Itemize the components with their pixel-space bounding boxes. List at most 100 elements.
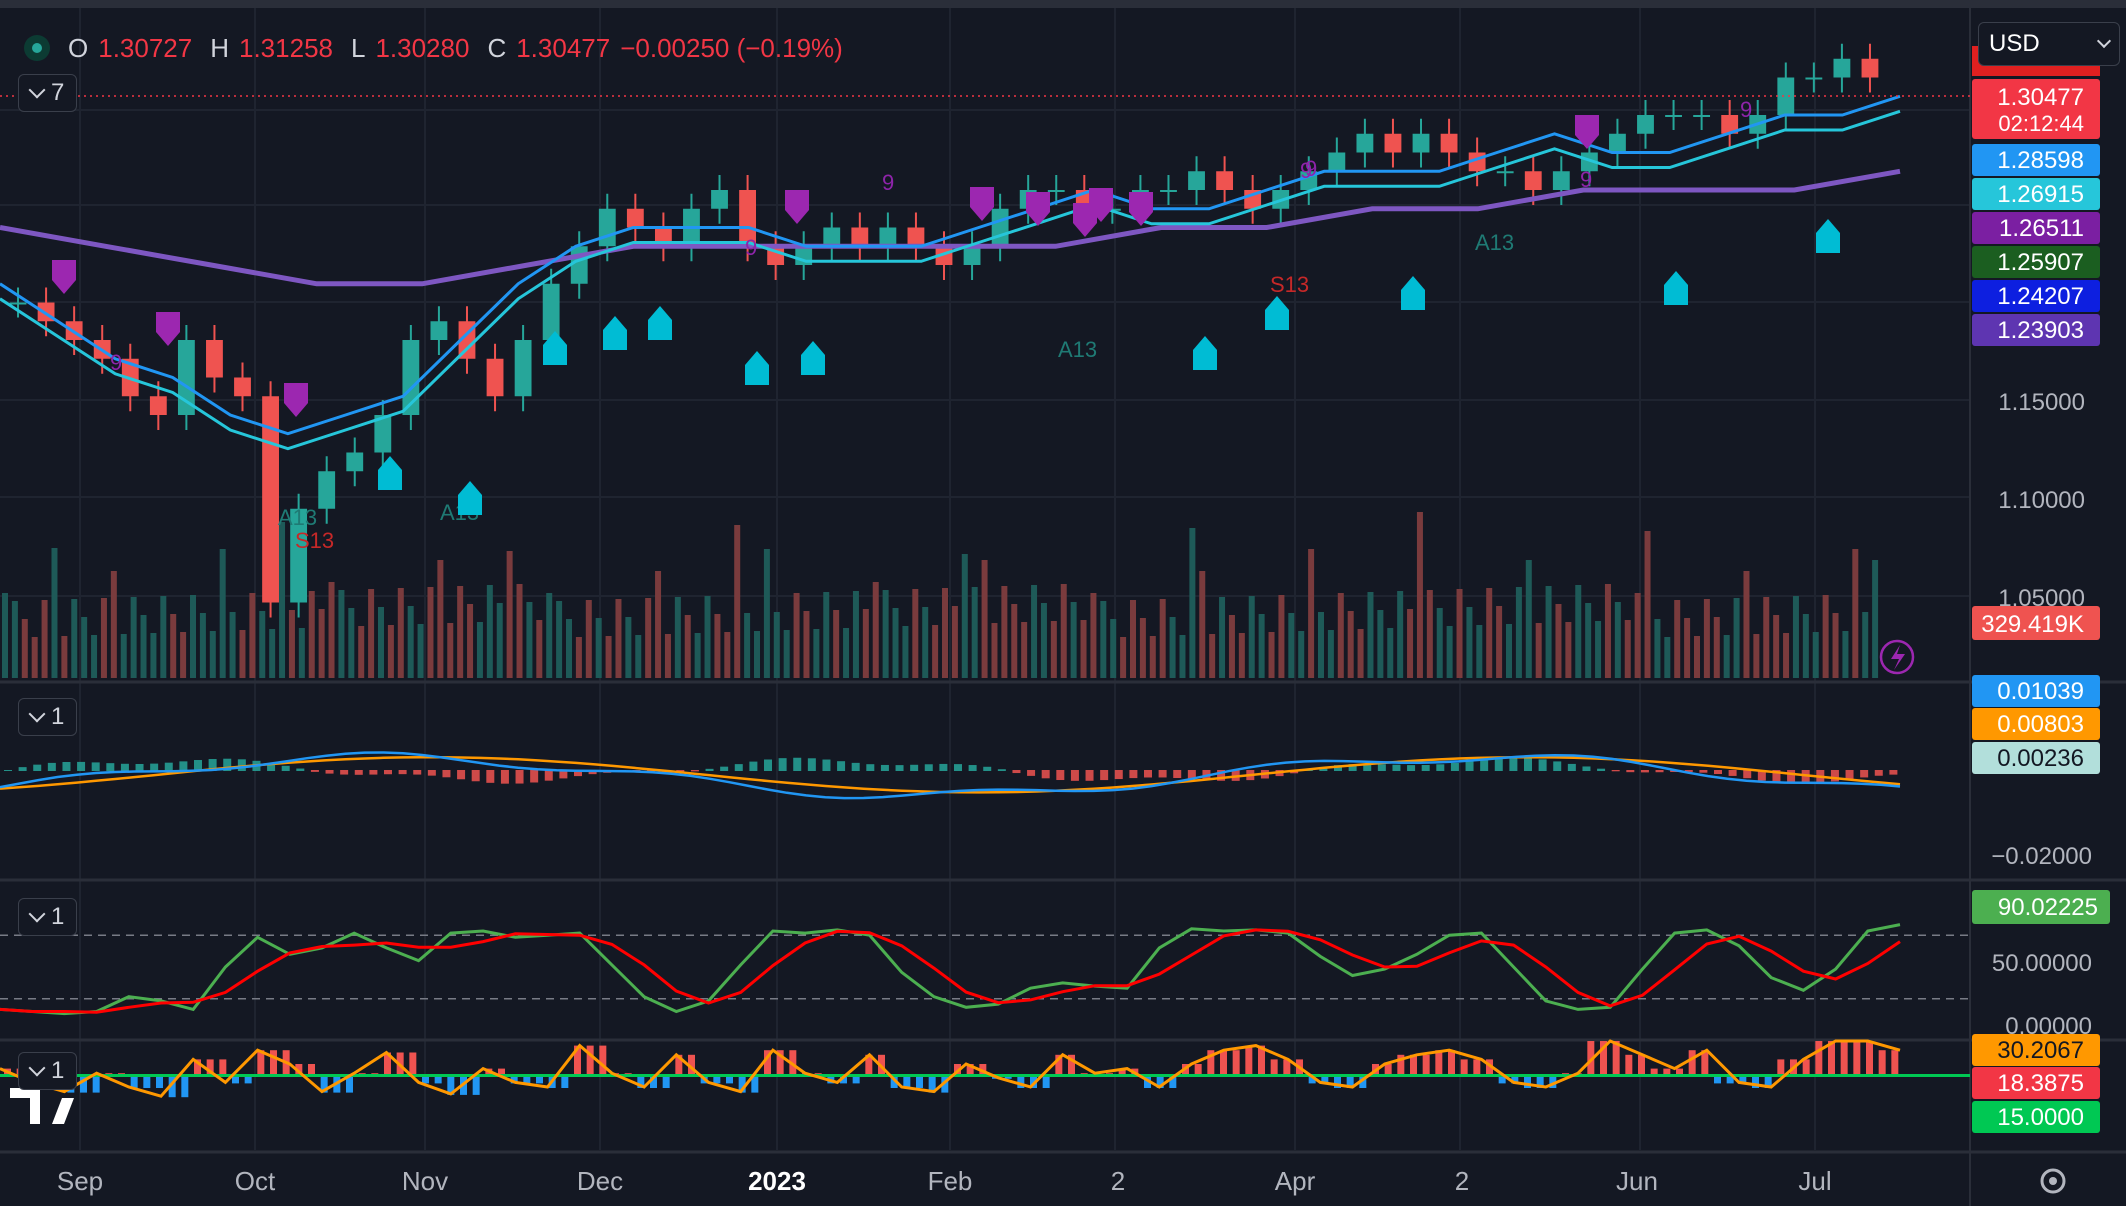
- volume-bar: [1219, 597, 1226, 678]
- volume-bar: [378, 607, 384, 678]
- volume-bar: [81, 617, 88, 678]
- macd-histogram-bar: [47, 762, 56, 771]
- volume-bar: [1506, 624, 1512, 678]
- osc-histogram-bar: [1600, 1041, 1607, 1077]
- macd-histogram-bar: [179, 761, 188, 771]
- osc-histogram-bar: [244, 1075, 252, 1084]
- candle-body: [177, 340, 195, 415]
- volume-bar: [882, 590, 889, 678]
- osc-histogram-bar: [1815, 1041, 1823, 1077]
- currency-select[interactable]: USD: [1978, 22, 2120, 66]
- oscillator-toggle[interactable]: 1: [18, 1052, 78, 1090]
- osc-histogram-bar: [840, 1075, 847, 1084]
- candle-body: [1833, 58, 1851, 78]
- volume-bar: [1634, 593, 1641, 678]
- macd-histogram-bar: [866, 764, 875, 771]
- price-label-badge: [1972, 314, 2100, 346]
- volume-bar: [298, 628, 305, 678]
- macd-histogram-bar: [1597, 768, 1606, 771]
- macd-toggle[interactable]: 1: [18, 698, 78, 736]
- td-marker-label: 9: [1580, 167, 1592, 192]
- candle-body: [851, 227, 869, 247]
- osc-histogram-bar: [168, 1075, 176, 1098]
- osc-histogram-bar: [1359, 1075, 1367, 1088]
- volume-bar: [1011, 604, 1018, 678]
- volume-bar: [1545, 586, 1552, 678]
- stoch-toggle[interactable]: 1: [18, 898, 78, 936]
- volume-bar: [556, 601, 563, 678]
- macd-histogram-bar: [1334, 765, 1342, 771]
- ohlc-legend: O 1.30727 H 1.31258 L 1.30280 C 1.30477 −0.0…: [24, 30, 843, 66]
- candle-body: [1412, 133, 1430, 153]
- macd-histogram-bar: [1567, 763, 1576, 771]
- osc-histogram-bar: [688, 1054, 695, 1077]
- volume-bar: [11, 601, 18, 678]
- macd-label-value: 0.01039: [1997, 678, 2084, 705]
- volume-bar: [1001, 586, 1008, 678]
- macd-histogram-bar: [1626, 770, 1635, 773]
- candle-body: [711, 190, 728, 209]
- macd-histogram-bar: [1743, 770, 1752, 779]
- candle-body: [1552, 171, 1570, 190]
- time-axis-tick: Dec: [577, 1166, 623, 1196]
- candle-body: [1216, 171, 1234, 190]
- macd-histogram-bar: [1538, 759, 1547, 771]
- volume-bar: [902, 626, 909, 678]
- volume-bar: [259, 611, 266, 678]
- volume-bar: [170, 614, 177, 678]
- time-axis-tick: 2: [1455, 1166, 1469, 1196]
- macd-histogram-bar: [880, 764, 889, 771]
- volume-bar: [1318, 612, 1324, 678]
- macd-histogram-bar: [1450, 762, 1459, 771]
- sell-arrow-marker: [1073, 203, 1097, 237]
- volume-bar: [1407, 609, 1414, 678]
- osc-histogram-bar: [130, 1075, 138, 1088]
- osc-label-badge: [1972, 1101, 2100, 1133]
- macd-histogram-bar: [939, 763, 948, 771]
- volume-bar: [1812, 632, 1819, 678]
- osc-histogram-bar: [1536, 1075, 1544, 1088]
- osc-histogram-bar: [675, 1054, 683, 1077]
- volume-bar: [1258, 614, 1265, 678]
- macd-histogram-bar: [325, 770, 334, 774]
- volume-bar: [1822, 595, 1829, 678]
- volume-bar: [199, 613, 206, 678]
- candle-body: [598, 208, 616, 247]
- osc-label-value: 30.2067: [1997, 1037, 2084, 1064]
- volume-bar: [279, 522, 286, 678]
- osc-histogram-bar: [1739, 1075, 1747, 1084]
- volume-bar: [1575, 585, 1582, 678]
- candle-body: [1160, 190, 1177, 192]
- volume-bar: [41, 600, 48, 678]
- price-label-badge: [1972, 246, 2100, 278]
- volume-bar: [496, 603, 503, 678]
- volume-bar: [536, 620, 543, 678]
- volume-bar: [1446, 626, 1453, 678]
- candle-body: [907, 227, 925, 247]
- volume-bar: [991, 623, 998, 678]
- osc-histogram-bar: [1042, 1075, 1050, 1088]
- volume-bar: [51, 548, 58, 678]
- osc-histogram-bar: [1397, 1054, 1405, 1077]
- candle-body: [823, 227, 841, 247]
- volume-bar: [951, 606, 958, 678]
- volume-bar: [1802, 614, 1809, 678]
- candle-body: [149, 396, 167, 415]
- volume-bar: [892, 608, 899, 678]
- volume-bar: [71, 599, 78, 678]
- macd-histogram-bar: [1012, 770, 1021, 774]
- volume-bar: [1278, 595, 1285, 678]
- volume-bar: [180, 632, 187, 678]
- main-indicators-toggle[interactable]: 7: [18, 74, 78, 112]
- macd-histogram-bar: [237, 759, 246, 771]
- volume-bar: [1159, 599, 1166, 678]
- volume-bar: [1753, 634, 1760, 678]
- macd-histogram-bar: [486, 770, 495, 783]
- osc-histogram-bar: [536, 1075, 543, 1084]
- candle-body: [1721, 115, 1739, 134]
- volume-bar: [655, 571, 662, 678]
- volume-bar: [467, 604, 474, 678]
- volume-bar: [516, 584, 523, 678]
- buy-arrow-marker: [603, 316, 627, 350]
